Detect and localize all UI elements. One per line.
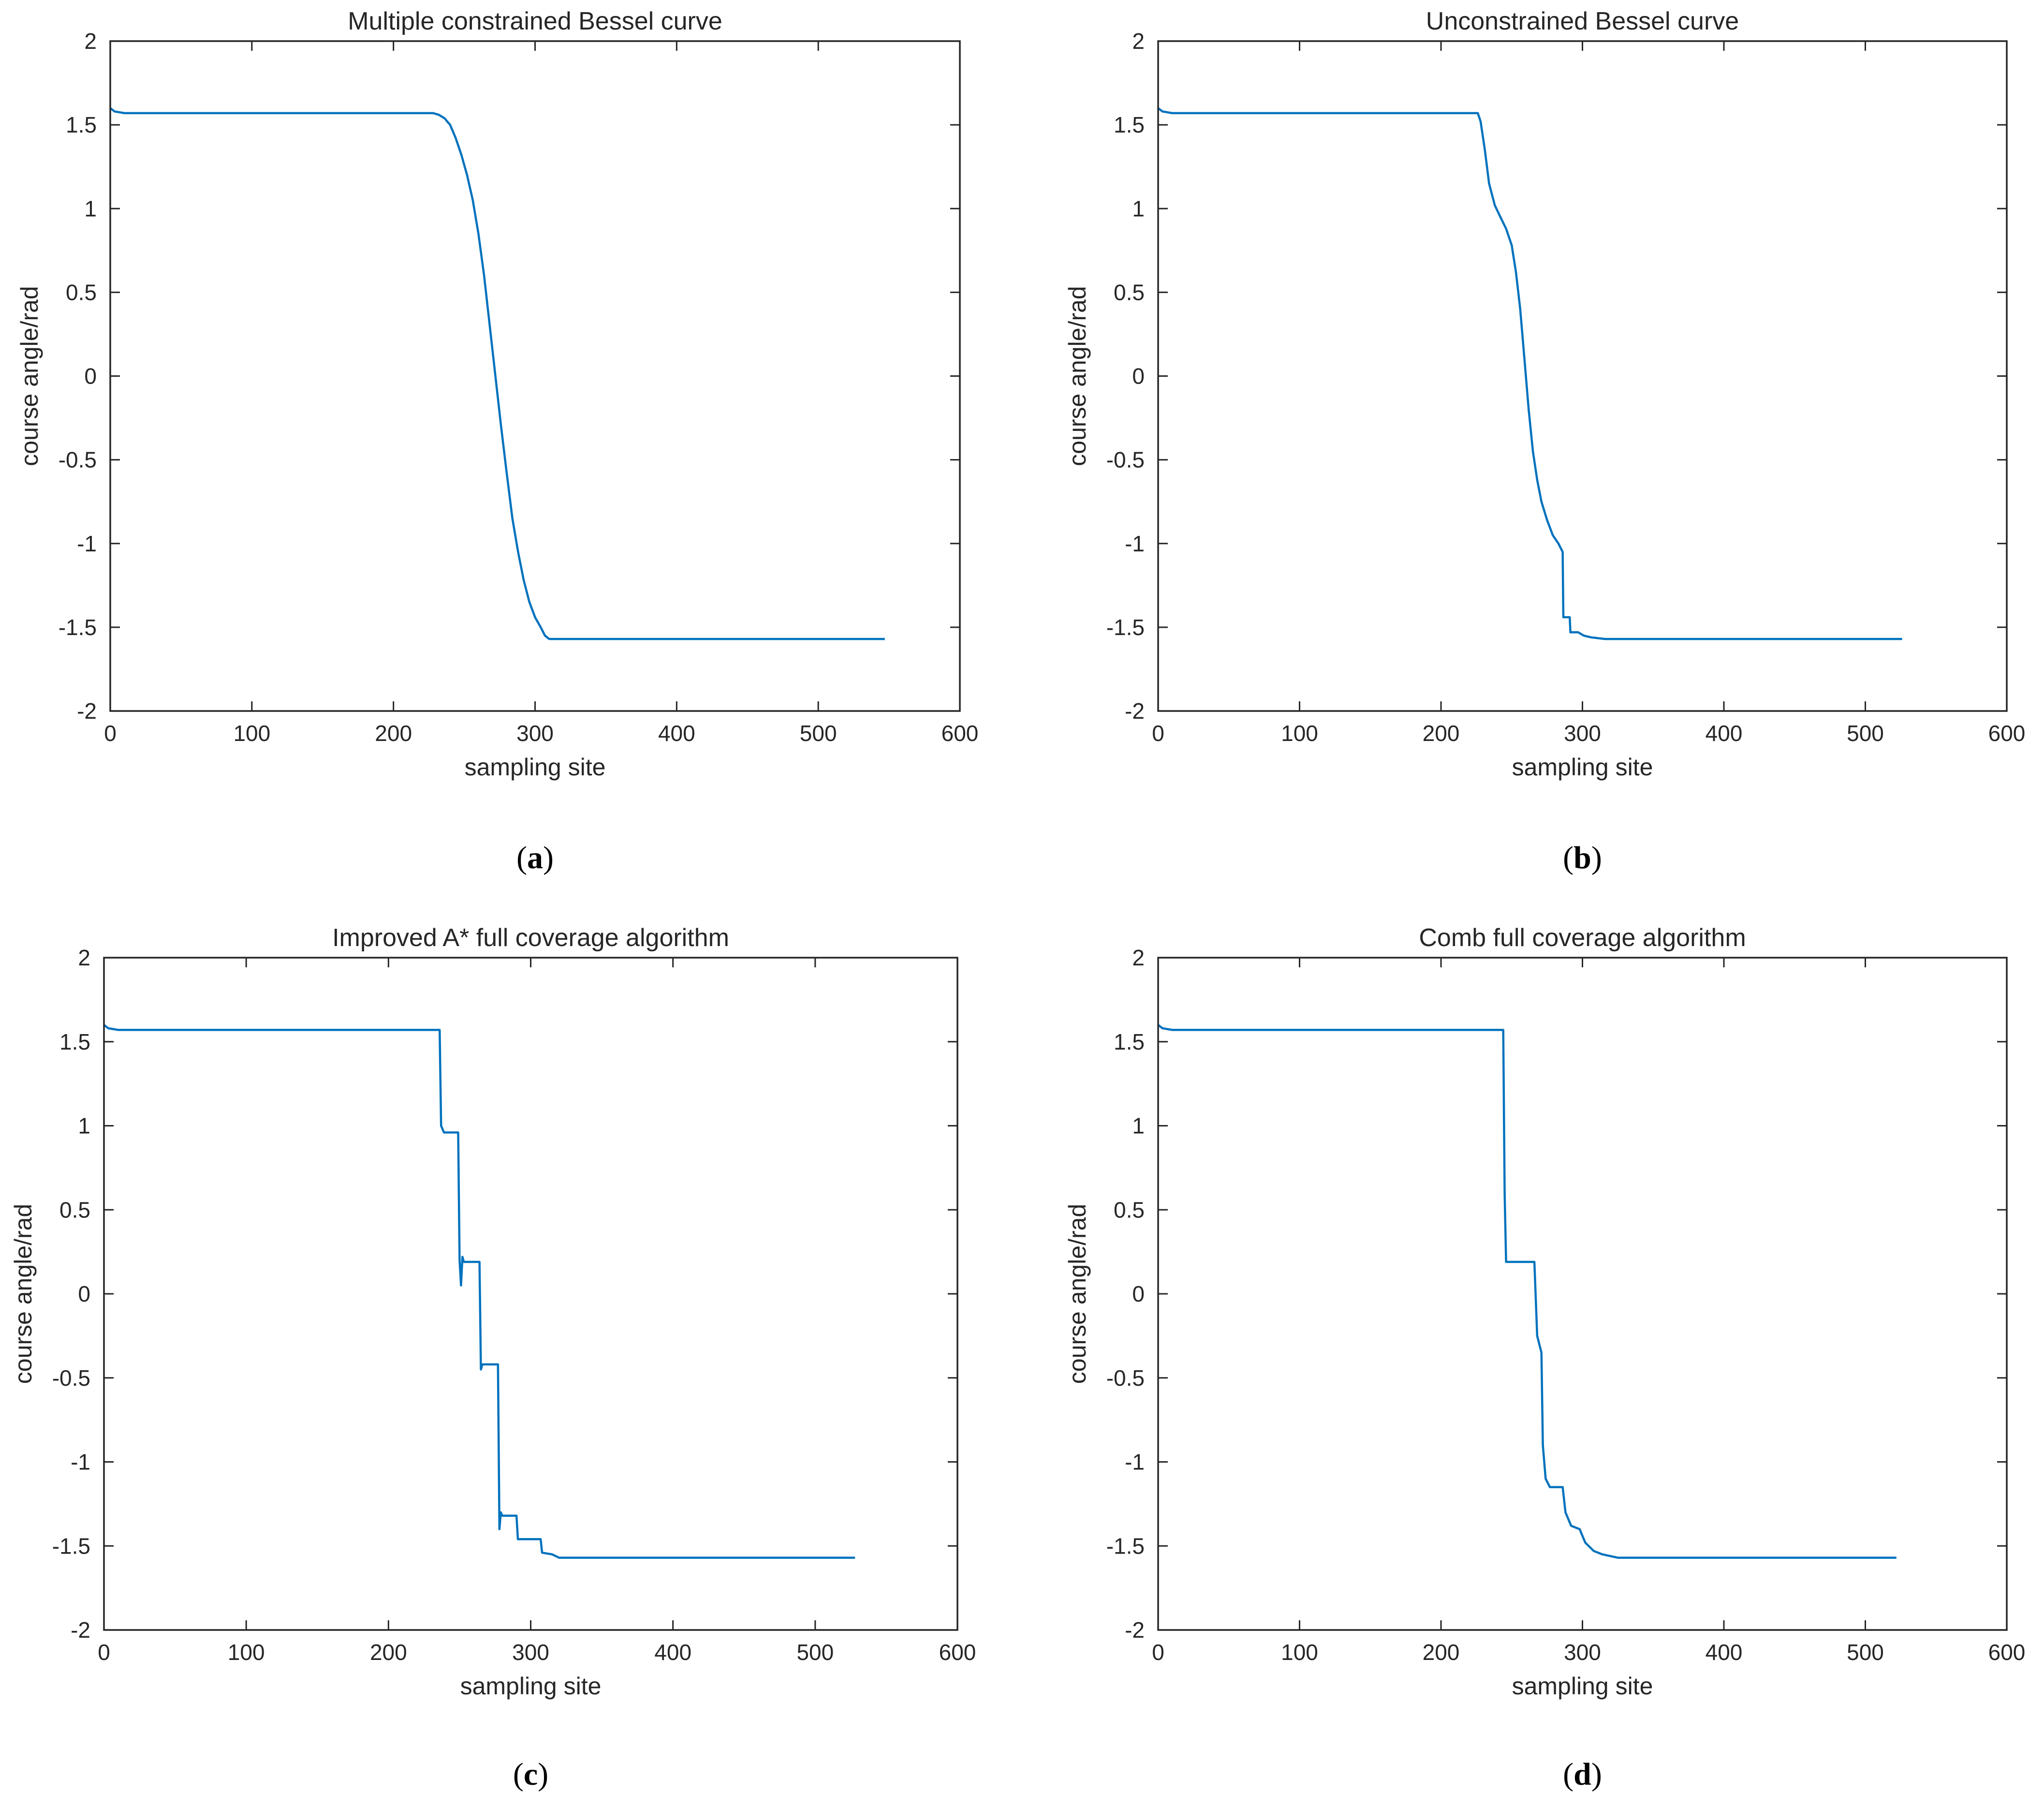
x-tick-label: 100 xyxy=(233,721,270,746)
chart-title: Multiple constrained Bessel curve xyxy=(348,7,722,35)
series-line-course-angle xyxy=(1157,1024,1897,1559)
panel-letter: d xyxy=(1573,1757,1591,1792)
x-tick-label: 400 xyxy=(1706,1640,1743,1665)
panel-label: (d) xyxy=(1563,1757,1602,1792)
y-tick-label: 0.5 xyxy=(1114,280,1145,305)
y-tick-label: 1 xyxy=(84,196,97,221)
y-tick-label: 0 xyxy=(84,364,97,389)
y-tick-label: 2 xyxy=(1132,29,1145,54)
x-tick-label: 100 xyxy=(228,1640,265,1665)
y-tick-label: -2 xyxy=(71,1617,90,1643)
y-tick-label: 2 xyxy=(78,945,90,970)
axes-box xyxy=(1157,40,2008,712)
x-tick-label: 600 xyxy=(941,721,979,746)
y-tick-label: 0.5 xyxy=(1114,1197,1145,1222)
x-tick-label: 200 xyxy=(375,721,412,746)
chart-panel-a: 0 100 200 300 400 500 600 2 1.5 1 0.5 0 -0.5 -1 -1.5 -2… xyxy=(16,7,978,875)
y-tick-label: -0.5 xyxy=(1106,447,1145,473)
x-tick-label: 0 xyxy=(1152,721,1164,746)
x-tick-label: 400 xyxy=(654,1640,691,1665)
y-tick-label: -2 xyxy=(1125,1617,1145,1643)
y-tick-label: -1.5 xyxy=(1106,615,1145,640)
panel-label: (b) xyxy=(1563,840,1602,875)
x-tick-label: 100 xyxy=(1281,721,1318,746)
x-tick-label: 500 xyxy=(800,721,837,746)
x-axis-label: sampling site xyxy=(1512,754,1653,781)
y-tick-label: 1.5 xyxy=(1114,1029,1145,1054)
panel-letter: b xyxy=(1573,840,1591,875)
chart-title: Unconstrained Bessel curve xyxy=(1426,7,1739,35)
x-tick-label: 300 xyxy=(1564,1640,1601,1665)
x-tick-label: 100 xyxy=(1281,1640,1318,1665)
y-tick-label: -0.5 xyxy=(59,447,97,473)
y-axis-label: course angle/rad xyxy=(1064,286,1091,466)
panel-letter: c xyxy=(524,1757,538,1792)
y-tick-label: -1 xyxy=(1125,1450,1145,1475)
axes-box xyxy=(103,957,958,1631)
x-tick-label: 0 xyxy=(98,1640,110,1665)
y-tick-label: -1 xyxy=(1125,531,1145,556)
x-tick-label: 600 xyxy=(939,1640,976,1665)
y-tick-label: -2 xyxy=(77,698,97,724)
x-tick-label: 300 xyxy=(512,1640,549,1665)
panel-label: (a) xyxy=(516,840,554,875)
x-axis-label: sampling site xyxy=(1512,1673,1653,1700)
x-tick-label: 600 xyxy=(1988,1640,2026,1665)
y-tick-label: 0.5 xyxy=(59,1197,90,1222)
x-axis-label: sampling site xyxy=(460,1673,602,1700)
x-axis-label: sampling site xyxy=(465,754,606,781)
x-tick-label: 0 xyxy=(104,721,117,746)
x-tick-label: 300 xyxy=(516,721,554,746)
y-tick-label: 1 xyxy=(78,1113,90,1139)
y-tick-label: 0 xyxy=(78,1281,90,1306)
y-tick-label: 0.5 xyxy=(66,280,97,305)
chart-panel-d: 0 100 200 300 400 500 600 2 1.5 1 0.5 0 -0.5 -1 -1.5 -2… xyxy=(1064,924,2025,1792)
y-axis-label: course angle/rad xyxy=(16,286,43,466)
y-tick-label: -1.5 xyxy=(1106,1533,1145,1558)
y-axis-label: course angle/rad xyxy=(1064,1204,1091,1384)
y-tick-label: -1 xyxy=(77,531,97,556)
y-tick-label: 1 xyxy=(1132,196,1145,221)
x-tick-label: 300 xyxy=(1564,721,1601,746)
y-tick-label: -2 xyxy=(1125,698,1145,724)
y-tick-label: -1.5 xyxy=(59,615,97,640)
chart-panel-c: 0 100 200 300 400 500 600 2 1.5 1 0.5 0 -0.5 -1 -1.5 -2… xyxy=(10,924,976,1792)
x-tick-label: 200 xyxy=(1423,721,1460,746)
series-line-course-angle xyxy=(103,1024,855,1559)
chart-title: Improved A* full coverage algorithm xyxy=(332,924,729,952)
y-tick-label: -1.5 xyxy=(52,1533,90,1558)
y-tick-label: -0.5 xyxy=(52,1365,90,1391)
x-tick-label: 500 xyxy=(1847,721,1884,746)
x-tick-label: 500 xyxy=(796,1640,834,1665)
y-tick-label: 1.5 xyxy=(1114,112,1145,137)
y-tick-label: 1.5 xyxy=(59,1029,90,1054)
x-tick-label: 200 xyxy=(1423,1640,1460,1665)
x-tick-label: 500 xyxy=(1847,1640,1884,1665)
chart-panel-b: 0 100 200 300 400 500 600 2 1.5 1 0.5 0 -0.5 -1 -1.5 -2… xyxy=(1064,7,2025,875)
y-tick-label: -0.5 xyxy=(1106,1365,1145,1391)
y-tick-label: 1.5 xyxy=(66,112,97,137)
series-line-course-angle xyxy=(109,107,885,640)
y-axis-label: course angle/rad xyxy=(10,1204,37,1384)
x-tick-label: 600 xyxy=(1988,721,2026,746)
y-tick-label: 0 xyxy=(1132,364,1145,389)
x-tick-label: 0 xyxy=(1152,1640,1164,1665)
panel-label: (c) xyxy=(513,1757,548,1792)
chart-title: Comb full coverage algorithm xyxy=(1419,924,1746,952)
axes-box xyxy=(1157,957,2008,1631)
y-tick-label: 2 xyxy=(84,29,97,54)
axes-box xyxy=(109,40,961,712)
series-line-course-angle xyxy=(1157,107,1902,640)
x-tick-label: 200 xyxy=(370,1640,407,1665)
x-tick-label: 400 xyxy=(1706,721,1743,746)
y-tick-label: -1 xyxy=(71,1450,90,1475)
x-tick-label: 400 xyxy=(658,721,695,746)
panel-letter: a xyxy=(527,840,543,875)
y-tick-label: 0 xyxy=(1132,1281,1145,1306)
y-tick-label: 1 xyxy=(1132,1113,1145,1139)
y-tick-label: 2 xyxy=(1132,945,1145,970)
